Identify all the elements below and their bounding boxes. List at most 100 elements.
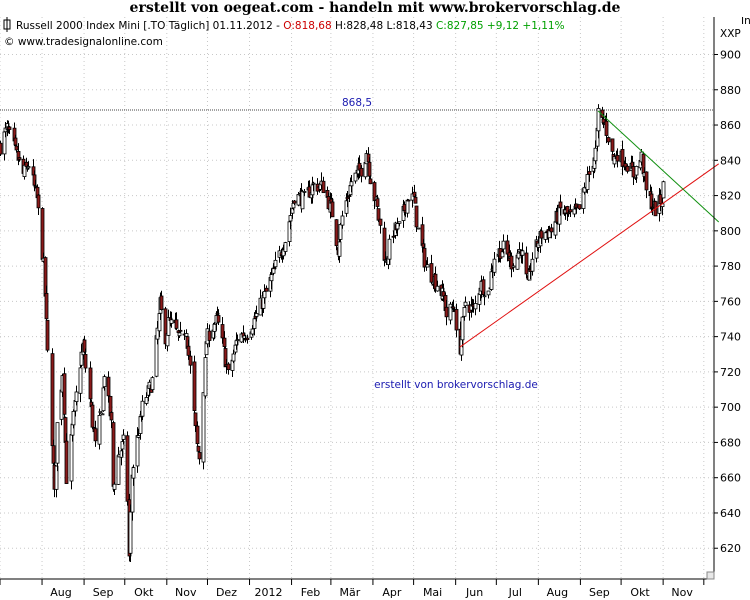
candle-body: [207, 330, 212, 341]
candle: [625, 164, 630, 174]
candle-body: [192, 361, 197, 412]
candle-body: [254, 313, 259, 317]
candle-body: [64, 440, 69, 484]
candle-body: [516, 252, 521, 259]
candle-body: [378, 218, 383, 226]
candle-body: [363, 162, 368, 178]
candle: [125, 431, 130, 506]
candle: [106, 371, 111, 403]
candle: [321, 176, 326, 194]
resize-grip-icon[interactable]: [706, 571, 715, 580]
candle: [283, 241, 288, 255]
candle-body: [112, 483, 117, 490]
candle-body: [572, 208, 577, 215]
candle-body: [489, 271, 494, 290]
header-line: Russell 2000 Index Mini [.TO Täglich] 01…: [16, 20, 565, 32]
candle: [368, 175, 373, 185]
candle: [150, 376, 155, 392]
candle-body: [539, 230, 544, 239]
y-tick-label: 900: [720, 49, 741, 62]
y-tick-label: 860: [720, 119, 741, 132]
y-tick-label: 700: [720, 401, 741, 414]
candle-body: [109, 412, 114, 421]
candle-body: [302, 191, 307, 193]
candle: [55, 422, 60, 472]
candle: [349, 174, 354, 193]
y-tick-label: 880: [720, 84, 741, 97]
x-tick-label: Jun: [465, 586, 483, 599]
candle-body: [55, 422, 60, 464]
header: Russell 2000 Index Mini [.TO Täglich] 01…: [3, 17, 565, 48]
candle-body: [463, 301, 468, 307]
candle-body: [290, 208, 295, 214]
high-low-label: H:828,48 L:818,43: [335, 20, 433, 32]
y-axis: XXP In 620 640 660 680 700 720 740 760 780 800 820…: [713, 17, 750, 579]
candle-body: [406, 199, 411, 202]
candle: [178, 321, 183, 334]
x-tick-label: Mai: [423, 586, 442, 599]
candle-body: [269, 274, 274, 282]
x-tick-label: Feb: [301, 586, 320, 599]
candle-body: [121, 434, 126, 440]
candle-body: [93, 428, 98, 442]
candle-body: [144, 397, 149, 404]
header-separator: -: [276, 20, 283, 32]
candle-body: [481, 279, 486, 296]
candle-body: [252, 318, 257, 329]
candle-body: [82, 339, 87, 353]
candle: [174, 312, 179, 331]
y-tick-label: 620: [720, 542, 741, 555]
candle-body: [71, 410, 76, 426]
open-label: O:818,68: [283, 20, 331, 32]
candle-body: [106, 376, 111, 397]
x-tick-label: Nov: [175, 586, 197, 599]
candle: [435, 280, 440, 292]
candle-body: [338, 224, 343, 240]
candle: [120, 437, 125, 457]
candle-body: [186, 345, 191, 356]
y-tick-label: 780: [720, 260, 741, 273]
candle: [269, 268, 274, 290]
candle: [473, 295, 478, 316]
candle-body: [101, 387, 106, 412]
candle-body: [311, 182, 316, 185]
chart-frame: 868,5 erstellt von brokervorschlag.de Ru…: [0, 17, 750, 600]
candle-body: [501, 240, 506, 250]
candle: [140, 395, 145, 420]
candle: [207, 324, 212, 348]
candle-body: [120, 441, 125, 450]
candle: [0, 140, 3, 156]
candle: [451, 299, 456, 312]
candle-body: [203, 357, 208, 397]
candle: [7, 125, 12, 135]
candle: [558, 194, 563, 216]
candle-body: [397, 221, 402, 224]
candle: [661, 180, 666, 199]
candle-body: [13, 137, 18, 146]
candle: [192, 355, 197, 416]
y-tick-label: 660: [720, 472, 741, 485]
candle-body: [136, 435, 141, 438]
candle-body: [212, 323, 217, 332]
grid: [0, 17, 714, 579]
candle: [74, 385, 79, 406]
candle: [620, 140, 625, 176]
candle-body: [511, 265, 516, 268]
candle: [287, 217, 292, 247]
candle-body: [587, 171, 592, 175]
candle-body: [97, 415, 102, 445]
candle-body: [330, 201, 335, 218]
candle: [111, 420, 116, 492]
candle-body: [631, 166, 636, 178]
y-tick-label: 740: [720, 331, 741, 344]
candle: [169, 311, 174, 328]
candle: [596, 104, 601, 139]
y-tick-label: 640: [720, 507, 741, 520]
candle-body: [36, 194, 41, 209]
candle: [264, 285, 269, 292]
candle: [425, 257, 430, 268]
candle-body: [90, 404, 95, 428]
chart-background: [0, 17, 750, 600]
candle-body: [262, 291, 267, 299]
candles: [0, 104, 666, 562]
